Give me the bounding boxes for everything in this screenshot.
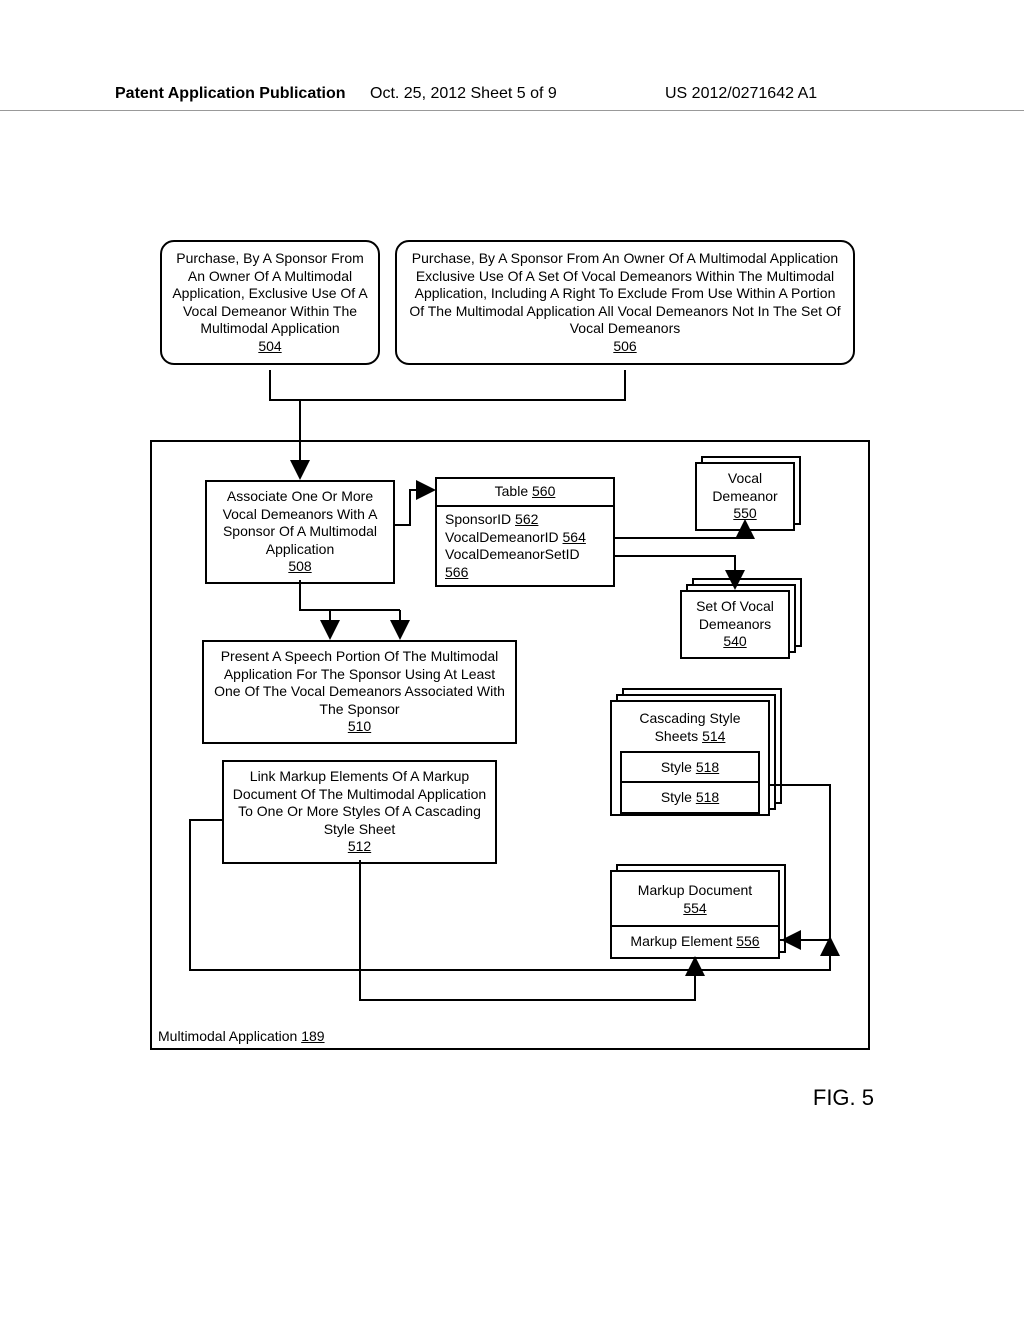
row-566: VocalDemeanorSetID 566 — [445, 546, 605, 581]
table-560-title-ref: 560 — [532, 483, 555, 499]
box-510-text: Present A Speech Portion Of The Multimod… — [214, 648, 505, 717]
box-514: Cascading Style Sheets 514 Style 518 Sty… — [610, 700, 770, 816]
style-518a-ref: 518 — [696, 759, 719, 775]
box-514-ref: 514 — [702, 728, 725, 744]
box-554-title: Markup Document — [638, 882, 752, 898]
box-550-ref: 550 — [733, 505, 756, 521]
figure-label: FIG. 5 — [813, 1085, 874, 1111]
box-504-text: Purchase, By A Sponsor From An Owner Of … — [172, 250, 367, 336]
box-554: Markup Document 554 Markup Element 556 — [610, 870, 780, 959]
row-564-label: VocalDemeanorID — [445, 529, 559, 545]
box-504: Purchase, By A Sponsor From An Owner Of … — [160, 240, 380, 365]
box-550: Vocal Demeanor 550 — [695, 462, 795, 531]
table-560-title: Table — [495, 483, 528, 499]
row-562: SponsorID 562 — [445, 511, 605, 529]
box-506: Purchase, By A Sponsor From An Owner Of … — [395, 240, 855, 365]
row-562-label: SponsorID — [445, 511, 511, 527]
header-left: Patent Application Publication — [115, 85, 346, 103]
style-518-a: Style 518 — [620, 751, 760, 785]
header-right: US 2012/0271642 A1 — [665, 85, 817, 103]
box-508: Associate One Or More Vocal Demeanors Wi… — [205, 480, 395, 584]
box-556-ref: 556 — [736, 933, 759, 949]
row-564-ref: 564 — [563, 529, 586, 545]
box-550-title: Vocal Demeanor — [712, 470, 777, 504]
row-566-label: VocalDemeanorSetID — [445, 546, 580, 562]
box-506-text: Purchase, By A Sponsor From An Owner Of … — [409, 250, 840, 336]
markup-element-556: Markup Element 556 — [612, 925, 778, 957]
style-518-b: Style 518 — [620, 781, 760, 815]
box-508-text: Associate One Or More Vocal Demeanors Wi… — [223, 488, 378, 557]
box-512: Link Markup Elements Of A Markup Documen… — [222, 760, 497, 864]
box-512-text: Link Markup Elements Of A Markup Documen… — [233, 768, 486, 837]
box-504-ref: 504 — [258, 338, 281, 354]
container-189-label: Multimodal Application 189 — [158, 1028, 325, 1044]
page-header: Patent Application Publication Oct. 25, … — [0, 85, 1024, 109]
style-518b-ref: 518 — [696, 789, 719, 805]
app-189-ref: 189 — [301, 1028, 324, 1044]
box-554-ref: 554 — [683, 900, 706, 916]
table-560-body: SponsorID 562 VocalDemeanorID 564 VocalD… — [435, 507, 615, 587]
box-556-label: Markup Element — [630, 933, 732, 949]
header-rule — [0, 110, 1024, 111]
box-510: Present A Speech Portion Of The Multimod… — [202, 640, 517, 744]
app-189-label: Multimodal Application — [158, 1028, 297, 1044]
style-518b-label: Style — [661, 789, 692, 805]
diagram-area: Purchase, By A Sponsor From An Owner Of … — [150, 240, 870, 1070]
style-518a-label: Style — [661, 759, 692, 775]
header-mid: Oct. 25, 2012 Sheet 5 of 9 — [370, 85, 557, 103]
box-506-ref: 506 — [613, 338, 636, 354]
row-566-ref: 566 — [445, 564, 468, 580]
box-508-ref: 508 — [288, 558, 311, 574]
box-540: Set Of Vocal Demeanors 540 — [680, 590, 790, 659]
box-512-ref: 512 — [348, 838, 371, 854]
box-540-title: Set Of Vocal Demeanors — [696, 598, 774, 632]
row-564: VocalDemeanorID 564 — [445, 529, 605, 547]
table-560-header: Table 560 — [435, 477, 615, 507]
box-540-ref: 540 — [723, 633, 746, 649]
row-562-ref: 562 — [515, 511, 538, 527]
box-510-ref: 510 — [348, 718, 371, 734]
